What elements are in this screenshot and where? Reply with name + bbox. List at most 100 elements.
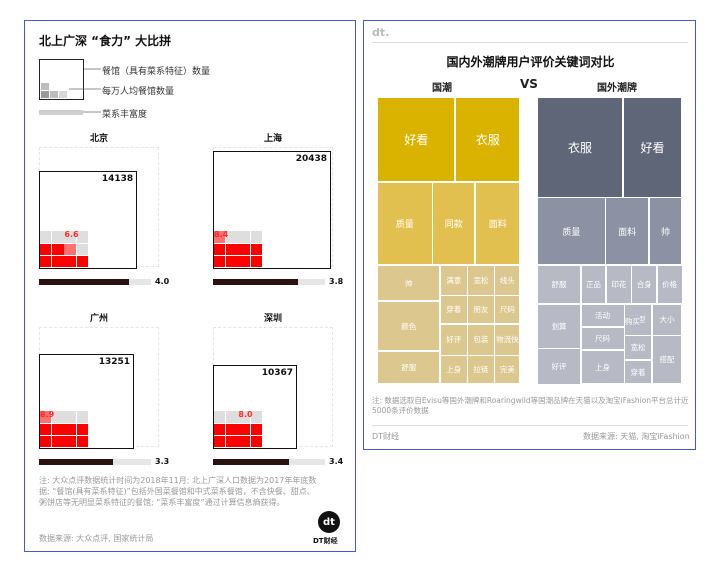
per-capita-cell [250,411,262,423]
per-capita-cell [214,423,226,435]
per-capita-cell [64,411,76,423]
treemap-cell: 舒服 [538,265,580,304]
per-capita-cell [64,435,76,448]
treemap-cell: 宽松 [625,336,652,360]
per-capita-value: 8.9 [40,410,55,420]
per-capita-cell [64,231,76,243]
legend-restaurants-label: 餐馆（具有菜系特征）数量 [102,67,211,77]
treemap-cell: 穿着 [440,296,467,324]
per-capita-value: 8.0 [238,410,253,420]
treemap-cell: 包装 [468,324,494,355]
per-capita-cell [238,435,250,448]
per-capita-cell [226,231,238,243]
per-capita-cell [40,435,52,448]
per-capita-cell [214,435,226,448]
per-capita-cell [226,255,238,268]
treemap-cell: 满意 [440,265,467,295]
per-capita-cell [238,411,250,423]
treemap-cell: 尺码 [581,327,624,350]
per-capita-cell [214,231,226,243]
left-title: 北上广深 “食力” 大比拼 [39,34,172,48]
treemap-cell: 拉链 [468,356,494,384]
treemap-cell: 同款 [433,182,475,265]
per-capita-cell [40,411,52,423]
treemap-cell: 衣服 [455,98,520,182]
restaurant-count-value: 14138 [101,173,134,184]
per-capita-cell [238,423,250,435]
per-capita-cell [40,231,52,243]
treemap-cell: 完美 [495,356,520,384]
header-divider [372,42,688,43]
treemap-cell: 上身 [581,350,624,384]
per-capita-cell [76,423,88,435]
treemap-cell: 好看 [378,98,455,182]
per-capita-cell [40,255,52,268]
legend-graphic [39,59,101,115]
city-name: 广州 [89,314,108,324]
treemap-cell: 搭配 [652,336,682,384]
richness-value: 3.3 [155,457,170,466]
label-domestic: 国潮 [432,83,452,94]
per-capita-cell [250,243,262,255]
left-source: 数据来源: 大众点评, 国家统计局 [39,534,154,543]
per-capita-cell [250,231,262,243]
per-capita-cell [52,255,64,268]
legend-per-capita-cell [50,91,58,98]
legend-per-capita-cell [41,83,49,90]
treemap-cell: 质量 [538,198,605,265]
per-capita-cell [52,423,64,435]
per-capita-cell [76,435,88,448]
treemap-cell: 正品 [581,265,606,304]
legend-per-capita-label: 每万人均餐馆数量 [102,87,175,97]
treemap-cell: 面料 [475,182,520,265]
treemap-cell: 大小 [652,304,682,335]
treemap-cell: 合身 [632,265,657,304]
treemap-cell: 质量 [378,182,432,265]
footer-divider [372,425,688,426]
per-capita-cell [52,231,64,243]
per-capita-cell [226,435,238,448]
per-capita-cell [238,255,250,268]
right-title: 国内外潮牌用户评价关键词对比 [446,55,615,69]
legend-per-capita-cell [41,91,49,98]
dt-logo-caption: DT财经 [313,537,338,545]
treemap-cell: 面料 [606,198,649,265]
per-capita-cell [52,435,64,448]
city-name: 北京 [89,134,108,144]
per-capita-cell [76,411,88,423]
richness-fill [213,459,290,465]
treemap-foreign: 衣服好看质量面料帅舒服正品印花合身价格划算活动好评尺码上身版型大小宽松搭配穿着喜… [538,98,683,385]
per-capita-cell [226,243,238,255]
treemap-cell: 购买 [625,316,640,328]
treemap-cell: 帅 [649,198,682,265]
per-capita-cell [226,411,238,423]
right-footer-source: 数据来源: 天猫, 淘宝iFashion [583,432,690,441]
richness-fill [39,279,129,285]
richness-value: 4.0 [155,277,170,286]
per-capita-cell [238,243,250,255]
treemap-cell: 印花 [606,265,631,304]
treemap-cell: 价格 [657,265,682,304]
treemap-cell: 朋友 [468,296,494,324]
per-capita-cell [250,435,262,448]
per-capita-cell [64,423,76,435]
treemap-cell: 穿着 [625,360,652,384]
per-capita-cell [250,423,262,435]
per-capita-cell [250,255,262,268]
per-capita-cell [40,423,52,435]
per-capita-cell [76,255,88,268]
treemap-cell: 物流快 [495,324,520,355]
per-capita-cell [214,411,226,423]
treemap-cell: 划算 [538,304,580,348]
per-capita-cell [76,243,88,255]
restaurant-count-value: 10367 [261,367,294,378]
richness-fill [39,459,113,465]
treemap-cell: 帅 [378,265,440,301]
right-note: 注: 数据选取自Evisu等国外潮牌和Roaringwild等国潮品牌在天猫以及… [372,396,689,415]
richness-value: 3.8 [329,277,344,286]
per-capita-value: 8.4 [214,230,229,240]
left-infographic-panel: 北上广深 “食力” 大比拼 餐馆（具有菜系特征）数量 每万人均餐馆数量 菜系丰富… [24,20,356,552]
treemap-cell: 衣服 [538,98,623,197]
per-capita-value: 6.6 [64,230,79,240]
treemap-domestic: 好看 衣服 质量 同款 面料帅颜色 舒服 满意 宽松 线头 穿着 朋友 尺码 好评 包装 物流快 上身 拉链 完美 [378,98,521,385]
